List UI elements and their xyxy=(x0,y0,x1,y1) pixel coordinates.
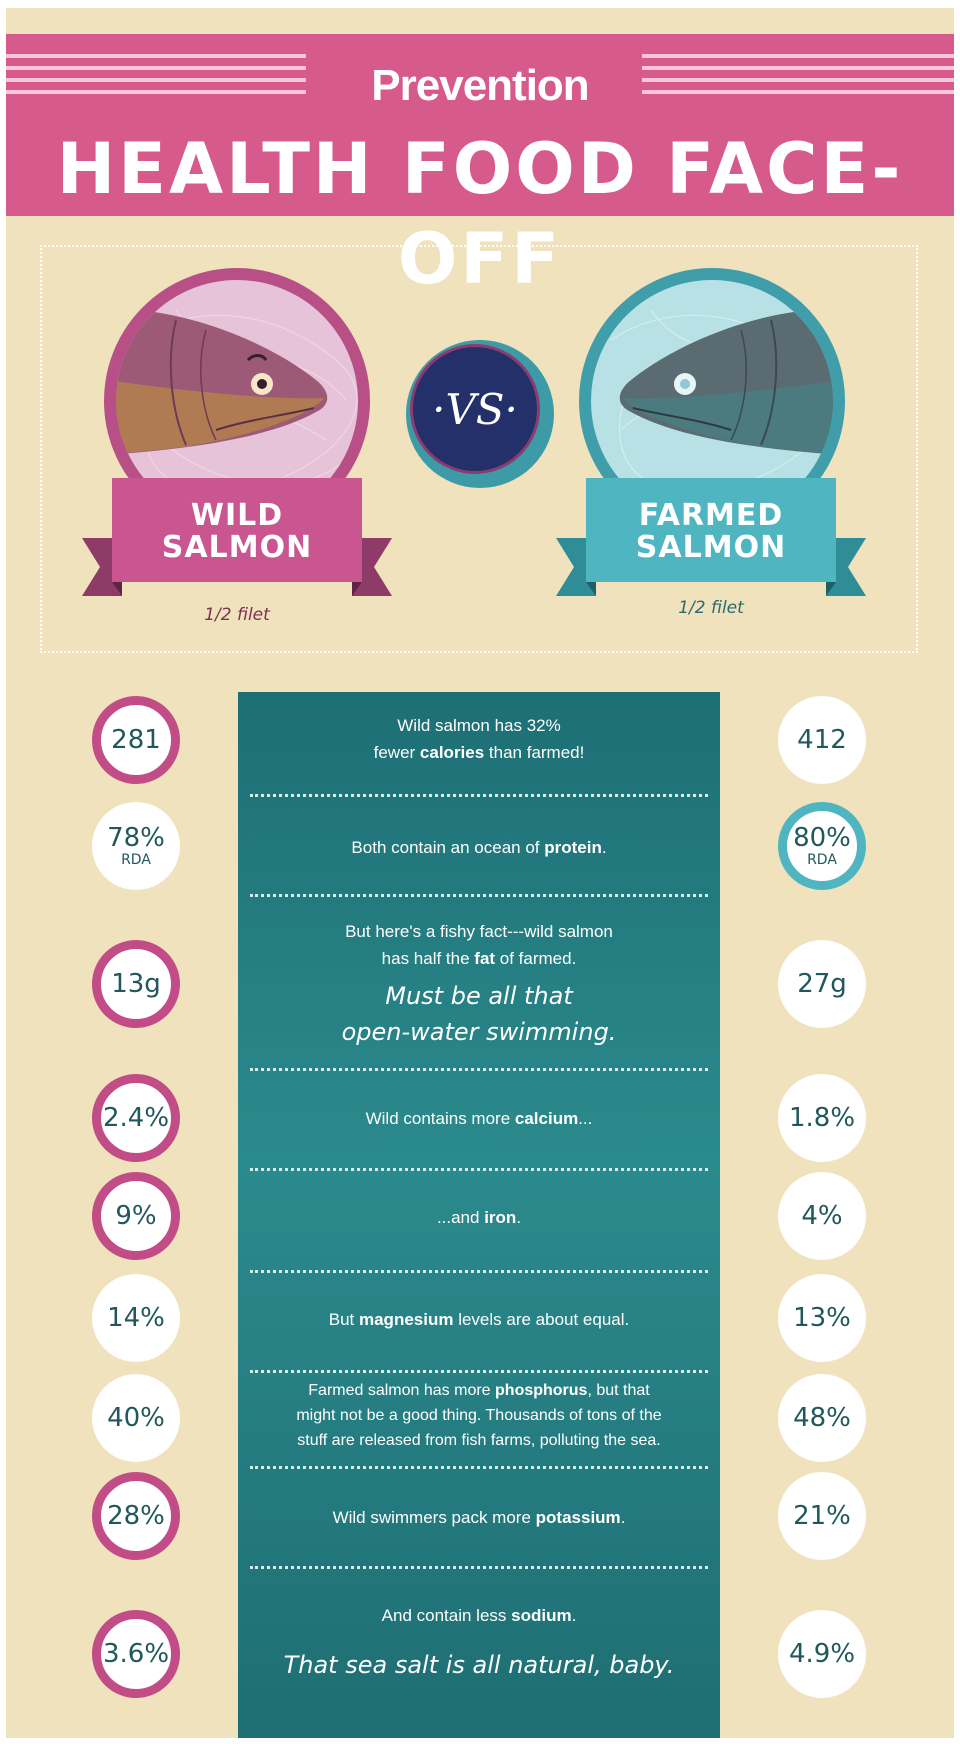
infographic: Prevention HEALTH FOOD FACE-OFF xyxy=(6,8,954,1738)
fact-divider xyxy=(250,794,708,797)
fact-protein: Both contain an ocean of protein. xyxy=(351,838,607,857)
header-stripe xyxy=(6,54,306,58)
header-stripe xyxy=(6,90,306,94)
fact-phosphorus: Farmed salmon has more phosphorus, but t… xyxy=(296,1382,662,1449)
fact-divider xyxy=(250,894,708,897)
header-stripe xyxy=(6,78,306,82)
fact-sodium: And contain less sodium. That sea salt i… xyxy=(283,1606,675,1679)
wild-calories-value: 281 xyxy=(92,696,180,784)
farmed-magnesium-value: 13% xyxy=(778,1274,866,1362)
fact-calories: Wild salmon has 32% fewer calories than … xyxy=(373,716,585,762)
farmed-calcium-value: 1.8% xyxy=(778,1074,866,1162)
fact-potassium: Wild swimmers pack more potassium. xyxy=(332,1508,626,1527)
farmed-ribbon xyxy=(556,478,866,596)
farmed-fish-icon xyxy=(610,309,833,492)
wild-potassium-value: 28% xyxy=(92,1472,180,1560)
fact-divider xyxy=(250,1370,708,1373)
fact-magnesium: But magnesium levels are about equal. xyxy=(328,1310,630,1329)
farmed-label: FARMED SALMON xyxy=(635,498,787,565)
wild-fish-icon xyxy=(116,309,358,492)
wild-sodium-value: 3.6% xyxy=(92,1610,180,1698)
comparison-panel xyxy=(40,245,918,653)
farmed-fat-value: 27g xyxy=(778,940,866,1028)
header-stripe xyxy=(642,54,954,58)
wild-phosphorus-value: 40% xyxy=(92,1374,180,1462)
header-stripe xyxy=(642,78,954,82)
vs-label: ·VS· xyxy=(432,385,518,434)
fact-divider xyxy=(250,1566,708,1569)
farmed-protein-value: 80% RDA xyxy=(778,802,866,890)
wild-label: WILD SALMON xyxy=(161,498,313,565)
farmed-sodium-value: 4.9% xyxy=(778,1610,866,1698)
header-banner: Prevention HEALTH FOOD FACE-OFF xyxy=(6,34,954,300)
wild-protein-value: 78% RDA xyxy=(92,802,180,890)
fact-iron: ...and iron. xyxy=(436,1208,522,1227)
header-stripe xyxy=(642,90,954,94)
header-stripe xyxy=(642,66,954,70)
page-title: HEALTH FOOD FACE-OFF xyxy=(56,128,904,300)
fact-calcium: Wild contains more calcium... xyxy=(365,1109,593,1128)
wild-magnesium-value: 14% xyxy=(92,1274,180,1362)
vs-badge: ·VS· xyxy=(410,344,540,474)
fact-panel xyxy=(238,692,720,1738)
fact-divider xyxy=(250,1068,708,1071)
farmed-iron-value: 4% xyxy=(778,1172,866,1260)
farmed-calories-value: 412 xyxy=(778,696,866,784)
fact-divider xyxy=(250,1466,708,1469)
farmed-potassium-value: 21% xyxy=(778,1472,866,1560)
wild-calcium-value: 2.4% xyxy=(92,1074,180,1162)
fact-divider xyxy=(250,1168,708,1171)
wild-iron-value: 9% xyxy=(92,1172,180,1260)
fact-fat: But here's a fishy fact---wild salmon ha… xyxy=(341,922,617,1046)
farmed-serving-size: 1/2 filet xyxy=(678,598,744,618)
wild-ribbon xyxy=(82,478,392,596)
brand-logo-text: Prevention xyxy=(371,61,589,110)
header-stripe xyxy=(6,66,306,70)
farmed-phosphorus-value: 48% xyxy=(778,1374,866,1462)
fact-divider xyxy=(250,1270,708,1273)
wild-serving-size: 1/2 filet xyxy=(204,605,270,625)
wild-fat-value: 13g xyxy=(92,940,180,1028)
